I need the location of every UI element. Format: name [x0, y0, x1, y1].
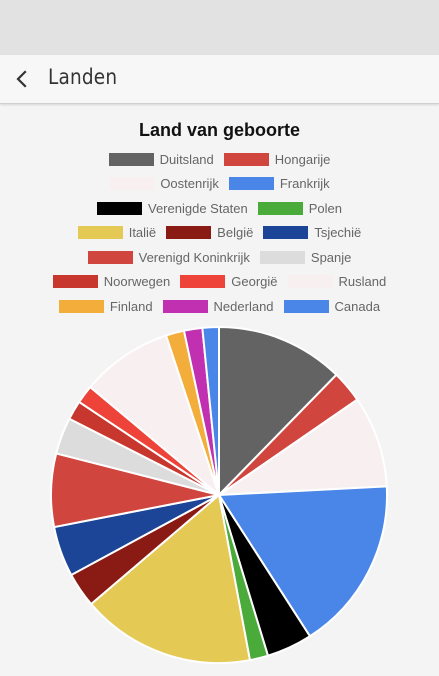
legend-label: België — [217, 224, 254, 240]
legend-swatch — [52, 274, 98, 288]
pie-chart — [50, 325, 388, 664]
pie-slice-canada[interactable] — [201, 325, 220, 496]
legend-item[interactable]: Verenigd Koninkrijk — [87, 249, 250, 265]
legend-item[interactable]: Hongarije — [223, 151, 331, 167]
legend-row: Verenigd Koninkrijk Spanje — [0, 249, 439, 265]
legend-swatch — [283, 299, 329, 313]
legend-item[interactable]: Oostenrijk — [109, 176, 219, 191]
back-button[interactable] — [4, 61, 40, 97]
legend-label: Italië — [128, 224, 157, 240]
legend-item[interactable]: Tsjechië — [263, 225, 361, 240]
legend-label: Oostenrijk — [160, 175, 219, 191]
legend-swatch — [162, 299, 208, 313]
pie-slice-italië[interactable] — [89, 493, 252, 664]
legend-row: Verenigde Staten Polen — [0, 200, 439, 216]
legend-row: Oostenrijk Frankrijk — [0, 175, 439, 191]
legend-swatch — [257, 201, 303, 215]
legend-label: Polen — [308, 200, 342, 216]
legend-item[interactable]: België — [166, 225, 253, 240]
legend-row: Duitsland Hongarije — [0, 151, 439, 167]
legend-item[interactable]: Polen — [257, 200, 342, 216]
legend-label: Nederland — [213, 298, 274, 314]
legend-item[interactable]: Finland — [58, 298, 153, 314]
pie-slice-duitsland[interactable] — [218, 325, 338, 498]
legend-swatch — [77, 225, 123, 239]
legend-swatch — [166, 225, 212, 239]
legend-swatch — [97, 201, 142, 215]
legend-label: Noorwegen — [103, 273, 171, 289]
legend-label: Hongarije — [274, 151, 331, 167]
legend-swatch — [87, 250, 133, 264]
legend-item[interactable]: Georgië — [180, 273, 278, 289]
legend-swatch — [58, 299, 104, 313]
legend-label: Spanje — [310, 249, 352, 265]
legend-swatch — [259, 250, 305, 264]
legend-label: Rusland — [338, 273, 387, 289]
legend-swatch — [228, 176, 274, 190]
legend-item[interactable]: Duitsland — [108, 151, 214, 167]
legend-label: Verenigd Koninkrijk — [138, 249, 250, 265]
legend-label: Canada — [334, 298, 381, 314]
arrow-left-icon — [16, 70, 27, 88]
legend-item[interactable]: Noorwegen — [52, 273, 171, 289]
legend-item[interactable]: Verenigde Staten — [97, 201, 248, 216]
legend-label: Tsjechië — [314, 224, 362, 240]
legend-swatch — [180, 274, 226, 288]
pie-slice-rusland[interactable] — [88, 334, 222, 499]
legend-swatch — [109, 176, 155, 190]
page-title: Landen — [48, 65, 118, 89]
legend-label: Duitsland — [159, 151, 214, 167]
legend-item[interactable]: Frankrijk — [228, 175, 330, 191]
legend-label: Verenigde Staten — [148, 200, 248, 216]
legend-swatch — [108, 152, 154, 166]
legend-item[interactable]: Spanje — [259, 249, 352, 265]
legend-swatch — [287, 274, 333, 288]
legend-label: Frankrijk — [279, 175, 330, 191]
legend-item[interactable]: Italië — [77, 224, 157, 240]
legend-swatch — [223, 152, 269, 166]
legend-item[interactable]: Nederland — [162, 298, 274, 314]
app-bar: Landen — [0, 55, 439, 104]
legend-row: Finland Nederland Canada — [0, 298, 439, 314]
status-bar — [0, 0, 439, 55]
legend-item[interactable]: Rusland — [287, 273, 387, 289]
pie-slice-frankrijk[interactable] — [217, 485, 388, 638]
legend-row: Italië België Tsjechië — [0, 224, 439, 240]
chart-title: Land van geboorte — [138, 120, 300, 140]
legend-label: Finland — [109, 298, 153, 314]
legend-row: Noorwegen Georgië Rusland — [0, 273, 439, 289]
legend-label: Georgië — [231, 273, 278, 289]
legend-item[interactable]: Canada — [283, 298, 381, 314]
legend-swatch — [263, 225, 309, 239]
pie-slice-oostenrijk[interactable] — [215, 398, 388, 497]
